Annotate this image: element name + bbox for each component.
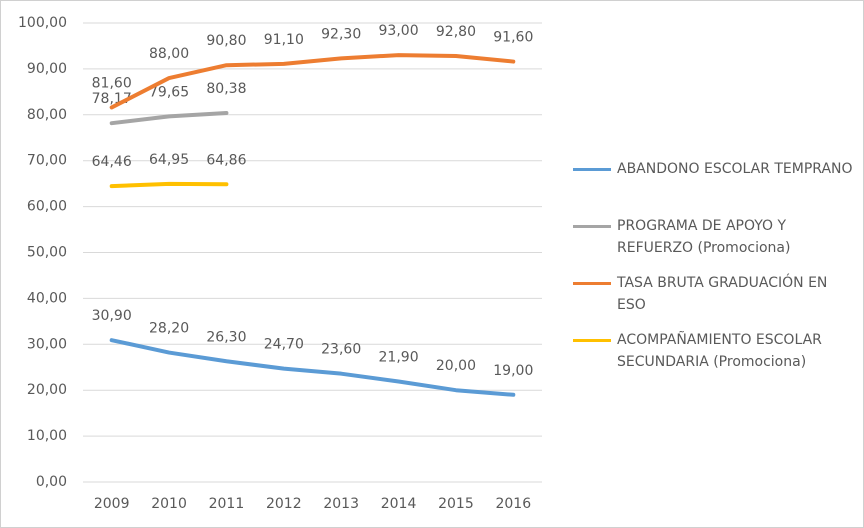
series-line — [109, 338, 516, 397]
y-tick-label: 0,00 — [36, 474, 67, 490]
data-label: 28,20 — [149, 321, 189, 337]
y-tick-label: 70,00 — [27, 153, 67, 169]
legend-entry: TASA BRUTA GRADUACIÓN EN ESO — [573, 272, 853, 316]
data-label: 81,60 — [92, 75, 132, 91]
legend-label: TASA BRUTA GRADUACIÓN EN ESO — [617, 275, 828, 313]
x-tick-label: 2015 — [438, 496, 474, 512]
data-label: 64,86 — [206, 152, 246, 168]
legend-entry: PROGRAMA DE APOYO Y REFUERZO (Promociona… — [573, 215, 853, 259]
data-label: 90,80 — [206, 33, 246, 49]
data-label: 92,80 — [436, 24, 476, 40]
x-tick-label: 2014 — [381, 496, 417, 512]
x-tick-label: 2012 — [266, 496, 302, 512]
y-tick-label: 90,00 — [27, 61, 67, 77]
y-tick-label: 60,00 — [27, 199, 67, 215]
data-label: 19,00 — [493, 363, 533, 379]
legend-swatch — [573, 282, 611, 285]
data-label: 80,38 — [206, 81, 246, 97]
legend-swatch — [573, 339, 611, 342]
series-line — [109, 53, 516, 110]
data-label: 23,60 — [321, 342, 361, 358]
y-tick-label: 40,00 — [27, 290, 67, 306]
data-label: 64,46 — [92, 154, 132, 170]
data-label: 21,90 — [379, 349, 419, 365]
y-tick-label: 10,00 — [27, 428, 67, 444]
data-label: 91,10 — [264, 32, 304, 48]
legend-label: PROGRAMA DE APOYO Y REFUERZO (Promociona… — [617, 218, 791, 256]
legend-label: ABANDONO ESCOLAR TEMPRANO — [617, 161, 853, 177]
data-label: 64,95 — [149, 152, 189, 168]
y-tick-label: 100,00 — [18, 15, 67, 31]
data-label: 20,00 — [436, 358, 476, 374]
x-tick-label: 2013 — [323, 496, 359, 512]
y-tick-label: 30,00 — [27, 336, 67, 352]
legend-entry: ACOMPAÑAMIENTO ESCOLAR SECUNDARIA (Promo… — [573, 329, 853, 373]
y-tick-label: 20,00 — [27, 382, 67, 398]
legend-swatch — [573, 225, 611, 228]
y-tick-label: 80,00 — [27, 107, 67, 123]
data-label: 79,65 — [149, 84, 189, 100]
x-tick-label: 2016 — [495, 496, 531, 512]
data-label: 88,00 — [149, 46, 189, 62]
data-label: 24,70 — [264, 337, 304, 353]
legend-label: ACOMPAÑAMIENTO ESCOLAR SECUNDARIA (Promo… — [617, 332, 822, 370]
data-label: 92,30 — [321, 26, 361, 42]
series-line — [109, 111, 229, 126]
data-label: 30,90 — [92, 308, 132, 324]
series-line — [109, 181, 229, 189]
x-tick-label: 2011 — [209, 496, 245, 512]
data-label: 26,30 — [206, 329, 246, 345]
data-label: 91,60 — [493, 30, 533, 46]
x-tick-label: 2010 — [151, 496, 187, 512]
legend-entry: ABANDONO ESCOLAR TEMPRANO — [573, 158, 853, 180]
legend-swatch — [573, 168, 611, 171]
y-tick-label: 50,00 — [27, 245, 67, 261]
x-tick-label: 2009 — [94, 496, 130, 512]
data-label: 93,00 — [379, 23, 419, 39]
